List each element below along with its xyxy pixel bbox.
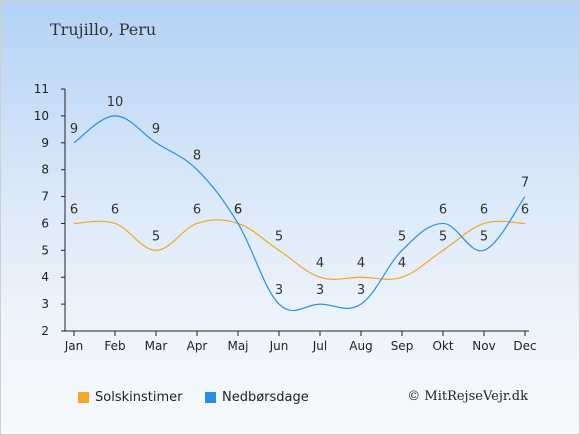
sun-data-label: 4: [357, 256, 365, 271]
legend-label-rain: Nedbørsdage: [222, 390, 309, 405]
y-tick-label: 4: [41, 270, 49, 284]
rain-data-label: 6: [439, 202, 447, 217]
sun-data-label: 6: [234, 202, 242, 217]
rain-data-label: 3: [316, 283, 324, 298]
y-tick-label: 3: [41, 297, 49, 311]
legend-item-rain: Nedbørsdage: [205, 390, 309, 405]
legend-label-sun: Solskinstimer: [95, 390, 183, 405]
sun-data-label: 5: [152, 229, 160, 244]
rain-data-label: 9: [152, 122, 160, 137]
y-tick-label: 9: [41, 136, 49, 150]
rain-data-label: 10: [107, 95, 124, 110]
legend-item-sun: Solskinstimer: [78, 390, 182, 405]
x-tick-label: Okt: [432, 339, 453, 353]
x-tick-label: Maj: [227, 339, 248, 353]
copyright: © MitRejseVejr.dk: [407, 389, 528, 404]
y-tick-label: 6: [41, 216, 49, 230]
rain-data-label: 5: [480, 229, 488, 244]
sun-data-label: 4: [316, 256, 324, 271]
rain-data-label: 5: [398, 229, 406, 244]
sun-data-label: 6: [480, 202, 488, 217]
x-tick-label: Jan: [64, 339, 84, 353]
sun-data-label: 6: [521, 202, 529, 217]
y-tick-label: 2: [41, 324, 49, 338]
x-tick-label: Jun: [269, 339, 289, 353]
rain-data-label: 7: [521, 176, 529, 191]
chart-title: Trujillo, Peru: [50, 20, 157, 39]
sun-data-label: 6: [193, 202, 201, 217]
y-tick-label: 10: [34, 109, 49, 123]
sun-data-label: 5: [439, 229, 447, 244]
rain-data-label: 6: [234, 202, 242, 217]
rain-data-label: 8: [193, 149, 201, 164]
y-tick-label: 7: [41, 190, 49, 204]
x-tick-label: Dec: [513, 339, 536, 353]
sun-data-label: 4: [398, 256, 406, 271]
x-tick-label: Sep: [391, 339, 414, 353]
y-tick-label: 8: [41, 163, 49, 177]
sun-data-label: 5: [275, 229, 283, 244]
x-tick-label: Apr: [187, 339, 208, 353]
sun-data-label: 6: [70, 202, 78, 217]
rain-series-line: [73, 115, 526, 312]
rain-data-label: 3: [275, 283, 283, 298]
rain-data-label: 3: [357, 283, 365, 298]
sun-data-label: 6: [111, 202, 119, 217]
y-tick-label: 5: [41, 243, 49, 257]
legend-swatch-sun: [78, 392, 89, 403]
x-tick-label: Mar: [145, 339, 168, 353]
x-tick-label: Nov: [472, 339, 495, 353]
rain-data-label: 9: [70, 122, 78, 137]
x-tick-label: Jul: [312, 339, 327, 353]
sun-series-line: [73, 219, 526, 280]
x-tick-label: Aug: [349, 339, 372, 353]
y-tick-label: 11: [34, 82, 49, 96]
legend-swatch-rain: [205, 392, 216, 403]
x-tick-label: Feb: [104, 339, 125, 353]
